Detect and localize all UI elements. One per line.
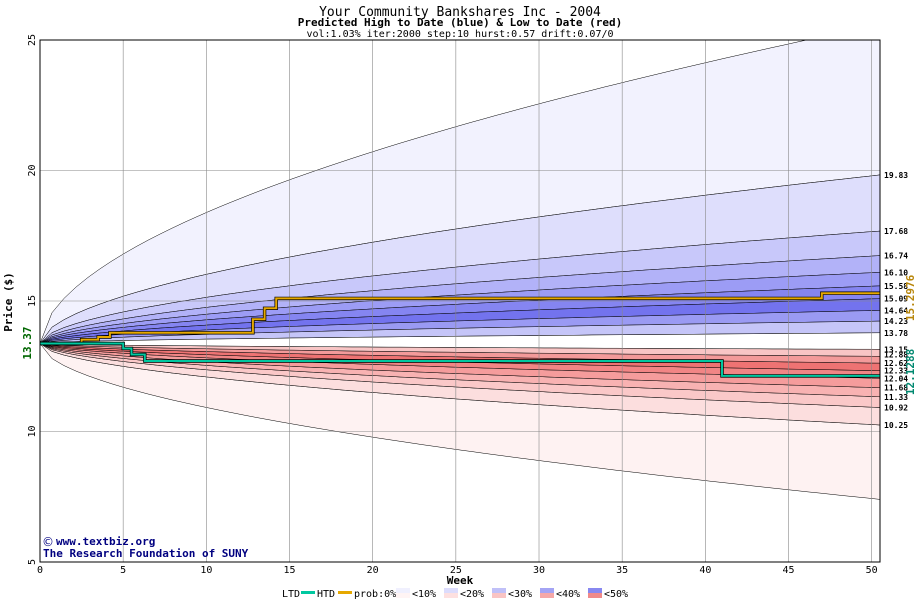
x-tick-label: 5 (120, 565, 126, 576)
legend-swatch-red (444, 593, 458, 598)
legend-ltd-label: LTD (282, 589, 300, 600)
legend-swatch-blue (588, 588, 602, 593)
y-tick-label: 25 (27, 34, 38, 46)
copyright-icon: © (42, 535, 54, 549)
start-price-label: 13.37 (21, 326, 34, 359)
y-tick-label: 20 (27, 164, 38, 176)
right-level-label: 16.74 (884, 252, 908, 261)
legend-swatch-red (588, 593, 602, 598)
x-tick-label: 35 (616, 565, 628, 576)
right-level-label: 11.68 (884, 384, 908, 393)
y-axis-label: Price ($) (2, 272, 15, 332)
legend: LTD HTD prob:0% <10% <20% <30% <40% <50% (282, 588, 628, 600)
right-level-label: 12.04 (884, 374, 908, 383)
right-level-label: 17.68 (884, 227, 908, 236)
right-level-label: 13.15 (884, 345, 908, 354)
x-tick-label: 15 (283, 565, 295, 576)
y-tick-label: 10 (27, 425, 38, 437)
right-level-label: 16.10 (884, 268, 908, 277)
y-axis-ticks: 5 10 15 20 25 (27, 34, 38, 565)
legend-item-label: <20% (460, 589, 484, 600)
x-tick-label: 40 (699, 565, 711, 576)
y-tick-label: 5 (27, 559, 38, 565)
legend-swatch-red (396, 593, 410, 598)
right-level-label: 12.33 (884, 367, 908, 376)
ltd-final-label: 12.1288 (904, 349, 917, 395)
legend-swatch-blue (444, 588, 458, 593)
chart-params: vol:1.03% iter:2000 step:10 hurst:0.57 d… (306, 29, 613, 40)
htd-line (40, 292, 880, 345)
x-tick-label: 25 (450, 565, 462, 576)
legend-item-label: <30% (508, 589, 532, 600)
legend-swatch-blue (492, 588, 506, 593)
right-level-label: 11.33 (884, 393, 908, 402)
x-tick-label: 45 (782, 565, 794, 576)
legend-swatch-blue (540, 588, 554, 593)
right-level-label: 10.92 (884, 404, 908, 413)
right-level-label: 14.64 (884, 306, 908, 315)
ltd-line (40, 342, 880, 377)
legend-ltd-swatch (301, 591, 315, 594)
legend-swatch-red (492, 593, 506, 598)
chart-title: Your Community Bankshares Inc - 2004 (319, 5, 601, 20)
series-lines (40, 291, 880, 378)
legend-swatch-red (540, 593, 554, 598)
right-level-label: 12.88 (884, 351, 908, 360)
right-level-labels: 19.83 17.68 16.74 16.10 15.58 15.09 14.64 14.23… (884, 171, 908, 430)
right-level-label: 15.58 (884, 282, 908, 291)
legend-item-label: <10% (412, 589, 436, 600)
htd-final-label: 15.2976 (904, 274, 917, 321)
right-level-label: 13.78 (884, 329, 908, 338)
legend-htd-swatch (338, 591, 352, 594)
right-level-label: 10.25 (884, 421, 908, 430)
legend-item-label: <50% (604, 589, 628, 600)
legend-item-label: <40% (556, 589, 580, 600)
x-tick-label: 10 (200, 565, 212, 576)
chart-subtitle: Predicted High to Date (blue) & Low to D… (298, 16, 623, 29)
right-level-label: 15.09 (884, 295, 908, 304)
right-level-label: 12.62 (884, 359, 908, 368)
x-tick-label: 0 (37, 565, 43, 576)
legend-prob-label: prob:0% (354, 589, 396, 600)
right-level-label: 19.83 (884, 171, 908, 180)
watermark-org: The Research Foundation of SUNY (43, 547, 249, 560)
x-tick-label: 50 (866, 565, 878, 576)
x-tick-label: 20 (367, 565, 379, 576)
y-tick-label: 15 (27, 295, 38, 307)
x-tick-label: 30 (533, 565, 545, 576)
median-band (40, 332, 880, 350)
x-axis-label: Week (447, 574, 474, 587)
legend-swatch-blue (396, 588, 410, 593)
right-level-label: 14.23 (884, 317, 908, 326)
probability-bands (40, 40, 880, 500)
legend-htd-label: HTD (317, 589, 335, 600)
plot-frame (39, 39, 881, 563)
x-axis-ticks: 0 5 10 15 20 25 30 35 40 45 50 (37, 565, 878, 576)
watermark-url: www.textbiz.org (56, 535, 155, 548)
